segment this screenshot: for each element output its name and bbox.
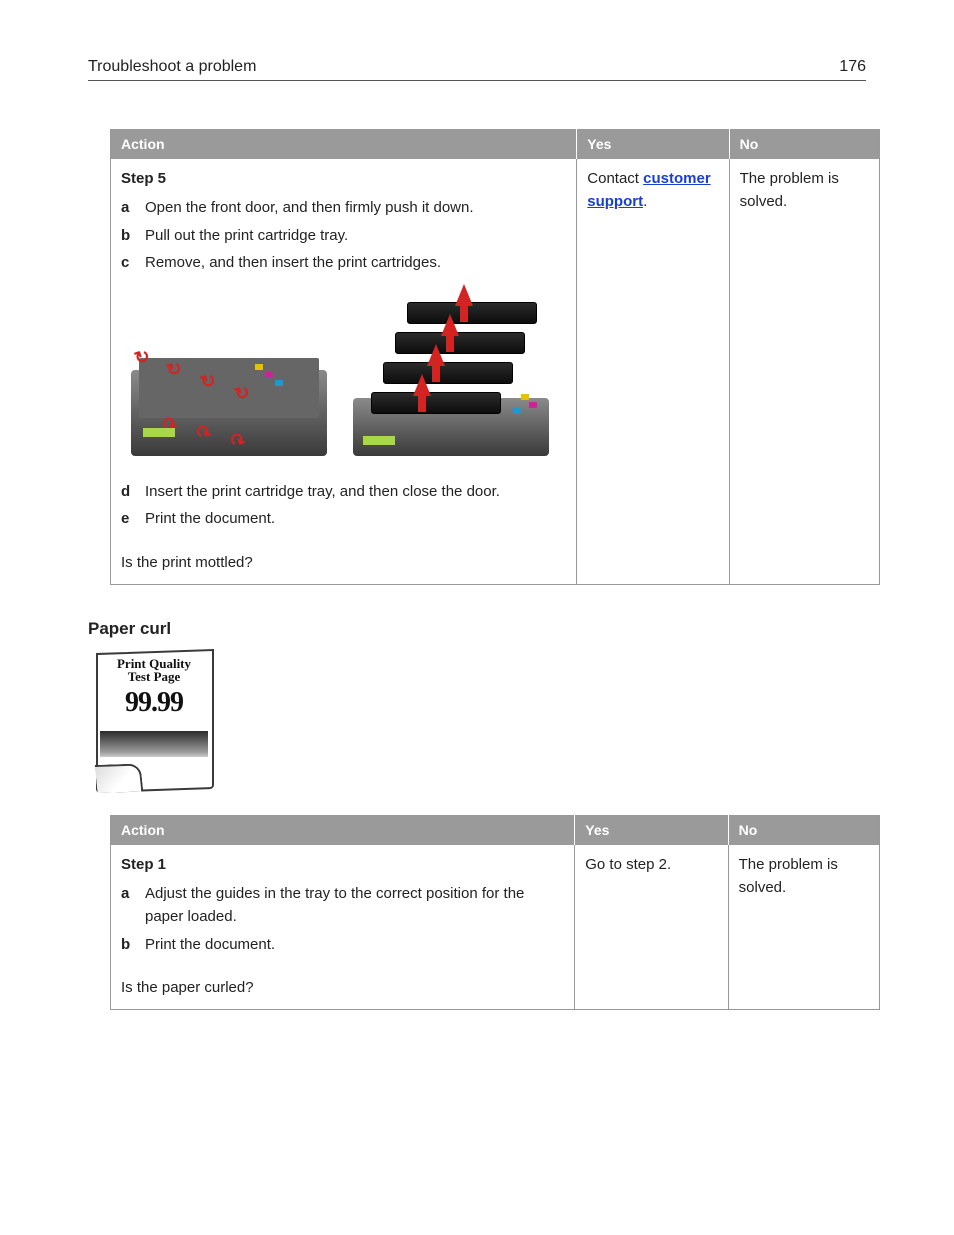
list-marker: a: [121, 882, 135, 929]
header-title: Troubleshoot a problem: [88, 58, 256, 76]
list-text: Pull out the print cartridge tray.: [145, 224, 348, 247]
list-text: Adjust the guides in the tray to the cor…: [145, 882, 564, 929]
yes-prefix: Contact: [587, 170, 643, 187]
list-text: Insert the print cartridge tray, and the…: [145, 480, 500, 503]
list-text: Remove, and then insert the print cartri…: [145, 251, 441, 274]
paper-curl-thumbnail: Print Quality Test Page 99.99: [90, 649, 218, 797]
step-label: Step 5: [121, 167, 566, 190]
list-item: d Insert the print cartridge tray, and th…: [121, 478, 566, 505]
action-cell: Step 1 aAdjust the guides in the tray to…: [111, 844, 575, 1009]
list-item: b Print the document.: [121, 931, 564, 958]
no-cell: The problem is solved.: [728, 844, 879, 1009]
list-marker: a: [121, 196, 135, 219]
list-item: c Remove, and then insert the print cartr…: [121, 249, 566, 276]
col-header-yes: Yes: [577, 130, 729, 159]
diagram-cartridge-tray: ↻ ↻ ↻ ↻ ↻ ↻ ↻: [121, 290, 337, 466]
section-heading-paper-curl: Paper curl: [88, 619, 866, 639]
step-question: Is the print mottled?: [121, 551, 566, 574]
troubleshoot-table-step1: Action Yes No Step 1 aAdjust the guides …: [110, 815, 880, 1010]
list-text: Print the document.: [145, 507, 275, 530]
yes-cell: Go to step 2.: [575, 844, 728, 1009]
list-item: a Open the front door, and then firmly pu…: [121, 194, 566, 221]
col-header-action: Action: [111, 815, 575, 844]
no-cell: The problem is solved.: [729, 159, 879, 585]
col-header-no: No: [729, 130, 879, 159]
yes-cell: Contact customer support.: [577, 159, 729, 585]
step-question: Is the paper curled?: [121, 976, 564, 999]
yes-suffix: .: [643, 193, 647, 210]
page-header: Troubleshoot a problem 176: [88, 58, 866, 81]
list-marker: d: [121, 480, 135, 503]
step-label: Step 1: [121, 853, 564, 876]
list-text: Print the document.: [145, 933, 275, 956]
page-number: 176: [839, 58, 866, 76]
list-text: Open the front door, and then firmly pus…: [145, 196, 474, 219]
diagram-remove-cartridges: [343, 290, 559, 466]
list-item: e Print the document.: [121, 505, 566, 532]
thumb-big-number: 99.99: [90, 687, 218, 719]
col-header-no: No: [728, 815, 879, 844]
list-marker: c: [121, 251, 135, 274]
list-item: aAdjust the guides in the tray to the co…: [121, 880, 564, 931]
list-marker: b: [121, 224, 135, 247]
list-marker: e: [121, 507, 135, 530]
troubleshoot-table-step5: Action Yes No Step 5 a Open the front doo…: [110, 129, 880, 585]
col-header-yes: Yes: [575, 815, 728, 844]
action-cell: Step 5 a Open the front door, and then fi…: [111, 159, 577, 585]
list-marker: b: [121, 933, 135, 956]
thumb-line2: Test Page: [128, 669, 181, 684]
col-header-action: Action: [111, 130, 577, 159]
list-item: b Pull out the print cartridge tray.: [121, 222, 566, 249]
